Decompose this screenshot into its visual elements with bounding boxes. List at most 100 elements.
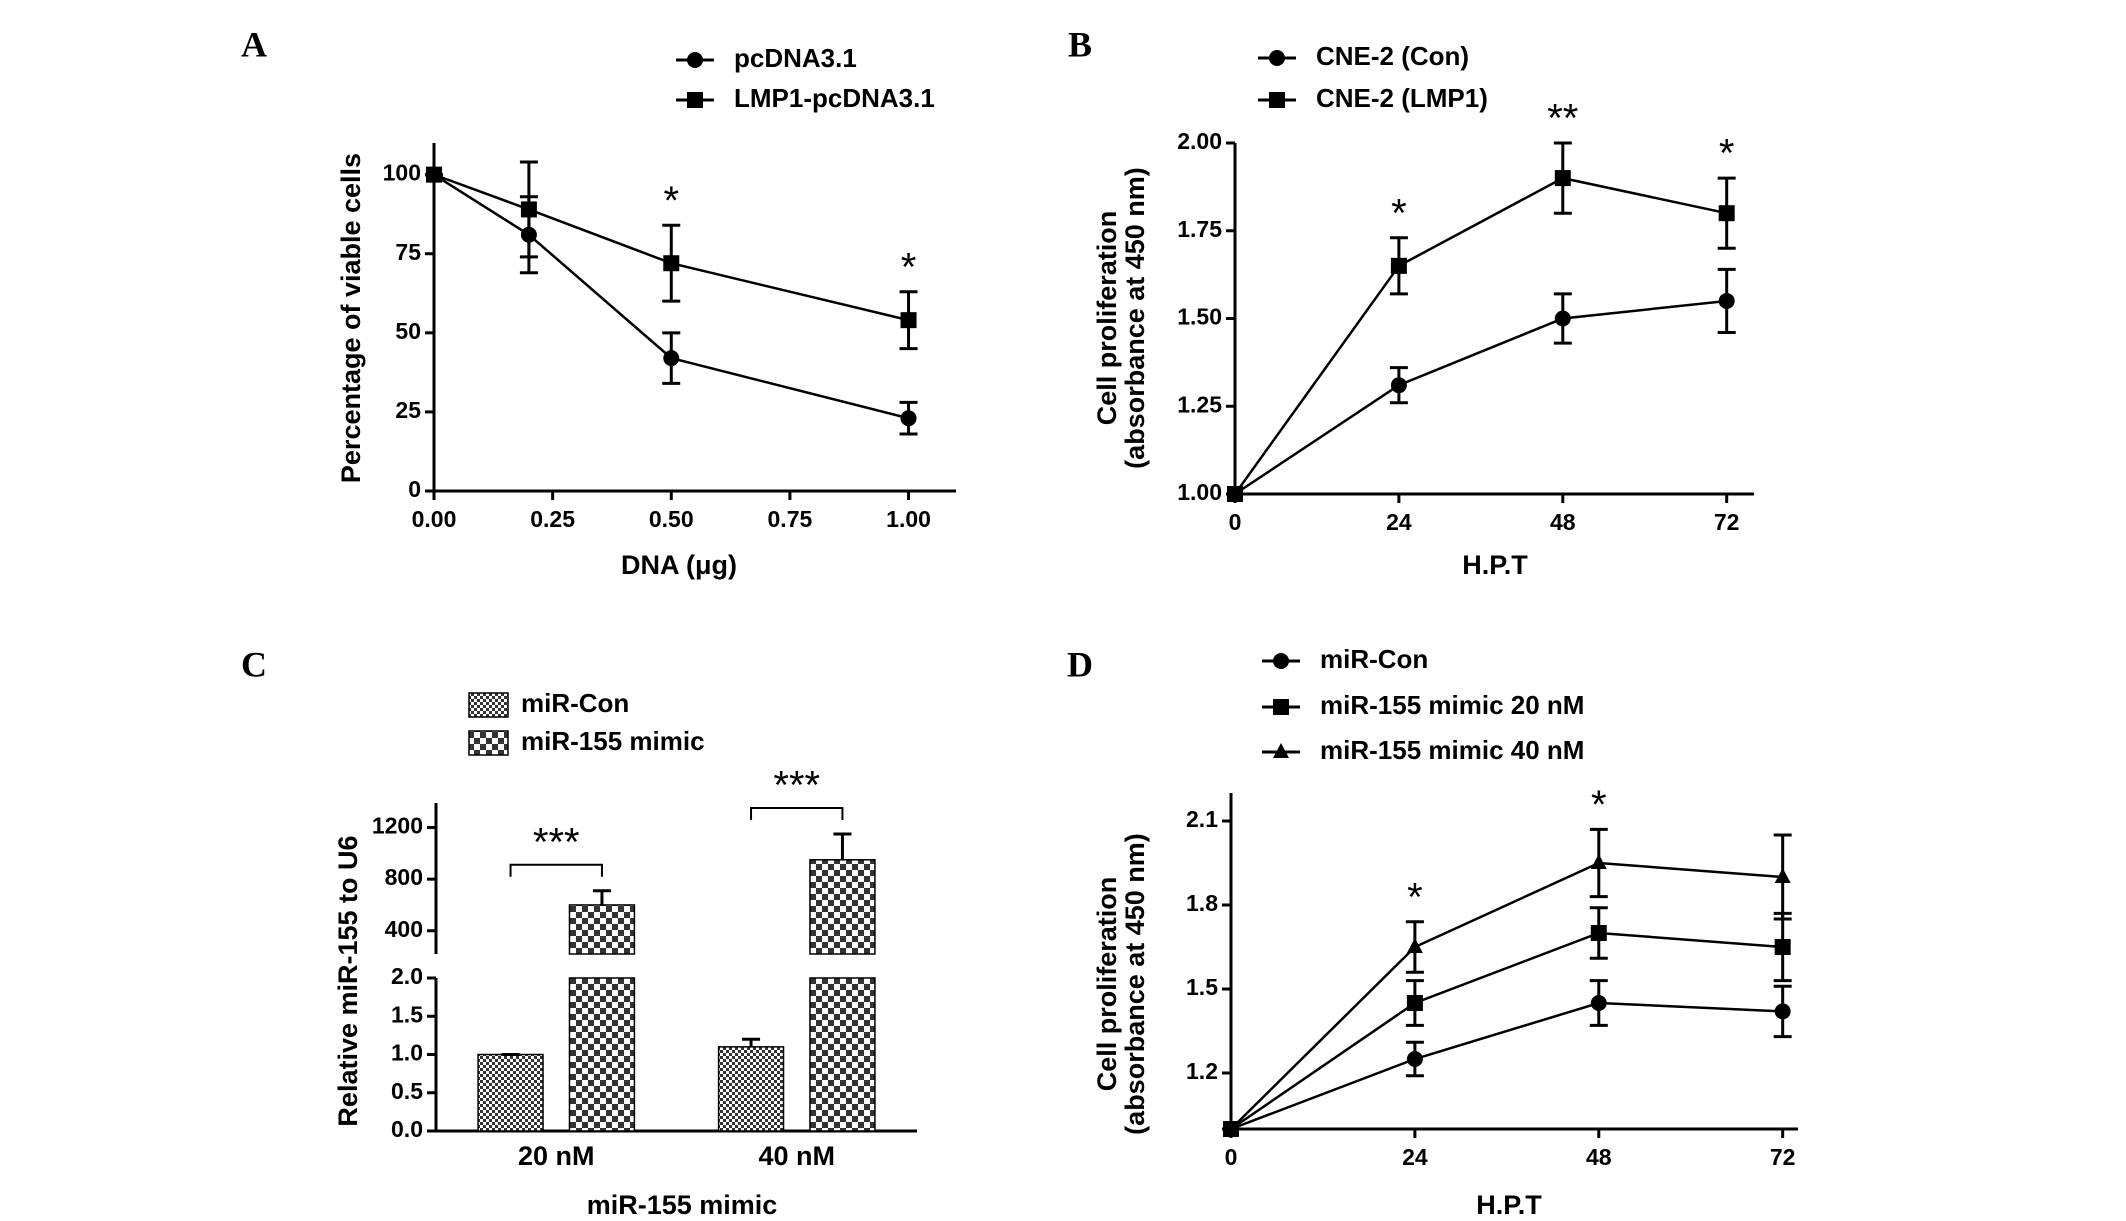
legend-marker <box>687 92 703 108</box>
x-tick-label: 0.25 <box>530 506 575 532</box>
y-axis-label: Relative miR-155 to U6 <box>333 835 363 1126</box>
bar-upper <box>568 904 636 955</box>
marker <box>1406 938 1423 953</box>
marker <box>1223 1120 1239 1135</box>
panel-label: A <box>241 24 267 64</box>
y-tick-label: 2.0 <box>391 963 423 989</box>
bar <box>568 977 636 1132</box>
legend-label: CNE-2 (LMP1) <box>1316 83 1488 113</box>
marker <box>900 410 917 427</box>
series-line <box>1230 1001 1783 1131</box>
x-tick-label: 0 <box>1225 1144 1238 1170</box>
legend-label: miR-155 mimic 20 nM <box>1320 690 1584 720</box>
significance-bracket <box>509 863 603 877</box>
x-tick-label: 0 <box>1229 509 1242 535</box>
series-line <box>1233 176 1727 495</box>
y-axis-label: Percentage of viable cells <box>336 153 366 483</box>
significance-mark: *** <box>533 820 580 864</box>
marker <box>1774 868 1791 883</box>
y-tick-label: 400 <box>385 916 423 942</box>
panel-label: B <box>1068 24 1092 64</box>
y-tick-label: 50 <box>395 318 421 344</box>
marker <box>1774 939 1791 955</box>
legend-label: miR-155 mimic <box>521 726 705 756</box>
legend-marker <box>1273 699 1289 715</box>
legend-marker <box>687 52 703 68</box>
y-tick-label: 0 <box>408 476 421 502</box>
y-tick-label: 0.0 <box>391 1116 423 1142</box>
x-axis-label: H.P.T <box>1476 1190 1542 1220</box>
legend-marker <box>1269 50 1285 66</box>
legend-marker <box>1273 653 1289 669</box>
y-tick-label: 1.00 <box>1177 479 1222 505</box>
significance-mark: ** <box>1547 97 1578 141</box>
x-tick-label: 0.50 <box>649 506 694 532</box>
y-tick-label: 75 <box>395 239 421 265</box>
y-tick-label: 1.25 <box>1177 391 1222 417</box>
y-tick-label: 0.5 <box>391 1078 423 1104</box>
series-line <box>1234 299 1727 496</box>
marker <box>1390 257 1407 274</box>
bar-upper <box>809 859 876 955</box>
y-tick-label: 100 <box>383 160 421 186</box>
y-tick-label: 1.50 <box>1177 304 1222 330</box>
marker <box>1554 170 1571 187</box>
significance-mark: * <box>1391 191 1407 235</box>
marker <box>1554 310 1571 327</box>
series-line <box>433 173 909 420</box>
x-tick-label: 0.00 <box>412 506 457 532</box>
y-tick-label: 1.5 <box>1186 974 1218 1000</box>
legend-label: miR-Con <box>521 688 629 718</box>
marker <box>426 166 442 183</box>
y-tick-label: 1.8 <box>1186 890 1218 916</box>
x-tick-label: 72 <box>1714 509 1740 535</box>
marker <box>1718 292 1735 309</box>
x-tick-label: 40 nM <box>758 1141 835 1171</box>
x-tick-label: 48 <box>1586 1144 1612 1170</box>
marker <box>520 201 537 218</box>
marker <box>1718 205 1735 222</box>
panel-label: C <box>241 644 267 684</box>
marker <box>1406 995 1423 1011</box>
y-axis-label: (absorbance at 450 nm) <box>1120 833 1150 1135</box>
y-axis-label: (absorbance at 450 nm) <box>1120 167 1150 469</box>
marker <box>663 255 680 272</box>
x-axis-label: H.P.T <box>1462 550 1528 580</box>
legend-swatch <box>468 692 509 718</box>
y-tick-label: 1.2 <box>1186 1058 1218 1084</box>
significance-bracket <box>750 806 844 820</box>
legend-label: pcDNA3.1 <box>734 43 857 73</box>
marker <box>1227 486 1243 502</box>
y-axis-label: Cell proliferation <box>1092 877 1122 1092</box>
x-tick-label: 24 <box>1386 509 1412 535</box>
legend-label: LMP1-pcDNA3.1 <box>734 83 935 113</box>
x-tick-label: 20 nM <box>518 1141 595 1171</box>
series-line <box>433 173 909 322</box>
x-tick-label: 48 <box>1550 509 1576 535</box>
significance-mark: *** <box>773 764 820 808</box>
series-line <box>1230 861 1783 1130</box>
marker <box>1774 1003 1791 1020</box>
y-tick-label: 1.5 <box>391 1001 423 1027</box>
y-tick-label: 1.0 <box>391 1040 423 1066</box>
y-tick-label: 2.1 <box>1186 806 1218 832</box>
bar <box>809 977 876 1132</box>
x-axis-label: miR-155 mimic <box>587 1190 778 1220</box>
marker <box>663 350 680 367</box>
y-tick-label: 1.75 <box>1177 216 1222 242</box>
x-tick-label: 72 <box>1770 1144 1796 1170</box>
marker <box>1390 377 1407 394</box>
legend-label: miR-Con <box>1320 644 1428 674</box>
x-tick-label: 1.00 <box>886 506 931 532</box>
series-line <box>1230 931 1783 1131</box>
y-tick-label: 800 <box>385 864 423 890</box>
legend-swatch <box>468 730 509 756</box>
marker <box>1590 995 1607 1011</box>
significance-mark: * <box>1591 783 1607 827</box>
significance-mark: * <box>1407 875 1423 919</box>
x-axis-label: DNA (μg) <box>621 550 737 580</box>
x-tick-label: 24 <box>1402 1144 1428 1170</box>
panel-label: D <box>1067 644 1093 684</box>
